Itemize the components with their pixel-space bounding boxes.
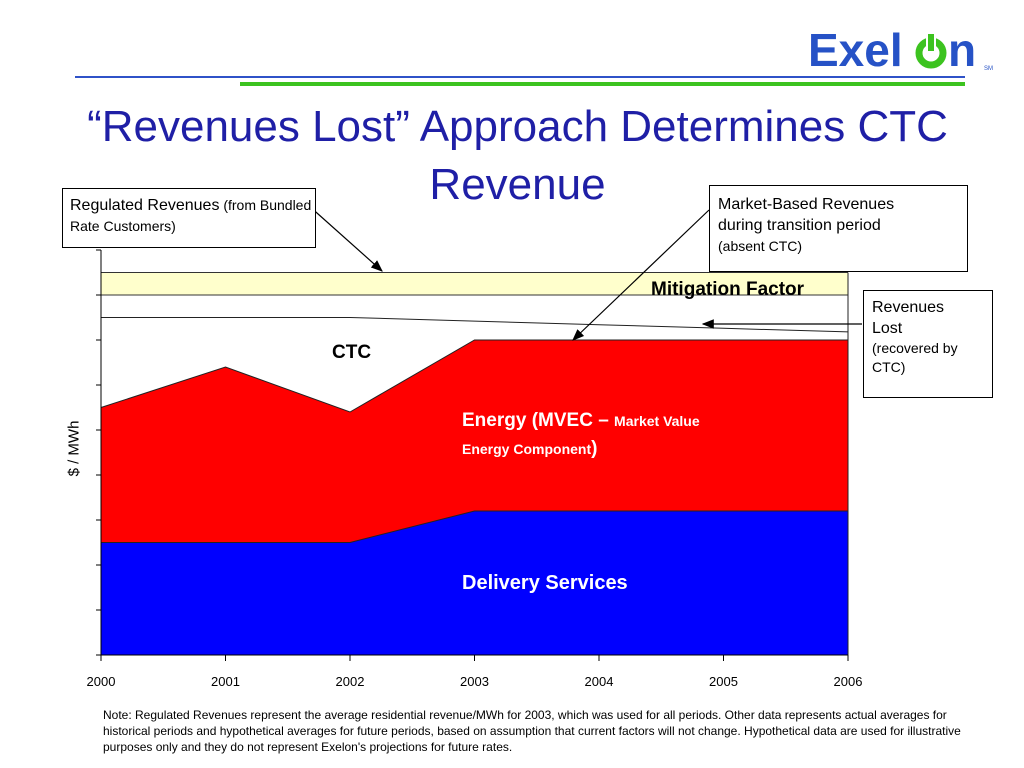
x-tick-label: 2000 bbox=[87, 674, 116, 689]
x-tick-label: 2003 bbox=[460, 674, 489, 689]
callout-market-line3: (absent CTC) bbox=[718, 238, 803, 254]
callout-lost-line2: Lost bbox=[872, 320, 903, 337]
ctc-label: CTC bbox=[332, 342, 372, 363]
energy-label-main: Energy (MVEC – bbox=[462, 410, 615, 431]
service-mark: SM bbox=[984, 66, 993, 72]
slide-title: “Revenues Lost” Approach Determines CTC … bbox=[87, 102, 948, 209]
market-callout-arrow bbox=[572, 209, 710, 341]
callout-market-based-revenues: Market-Based Revenues during transition … bbox=[709, 185, 968, 272]
callout-regulated-main: Regulated Revenues bbox=[70, 197, 220, 214]
mitigation-factor-label: Mitigation Factor bbox=[651, 279, 805, 300]
delivery-series-line bbox=[101, 510, 848, 543]
callout-revenues-lost: Revenues Lost (recovered by CTC) bbox=[863, 290, 993, 398]
x-tick-label: 2002 bbox=[336, 674, 365, 689]
energy-label-sub: Market Value Energy Component bbox=[462, 413, 700, 457]
energy-area bbox=[101, 340, 848, 543]
power-icon bbox=[915, 33, 947, 69]
energy-label-close: ) bbox=[591, 438, 598, 459]
x-tick-label: 2004 bbox=[585, 674, 614, 689]
callout-regulated-sub: (from Bundled Rate Customers) bbox=[70, 197, 312, 234]
market-based-revenues-line bbox=[101, 317, 849, 333]
header-rule-green bbox=[240, 82, 965, 86]
callout-lost-line3: (recovered by CTC) bbox=[872, 340, 958, 375]
header-rule-blue bbox=[75, 76, 965, 78]
x-tick-label: 2005 bbox=[709, 674, 738, 689]
callout-regulated-revenues: Regulated Revenues (from Bundled Rate Cu… bbox=[62, 188, 316, 248]
logo-text: Exel bbox=[808, 24, 903, 76]
y-axis-label: $ / MWh bbox=[65, 420, 83, 477]
delivery-services-area bbox=[101, 511, 848, 655]
exelon-logo: Exel n SM bbox=[808, 24, 993, 76]
x-tick-label: 2006 bbox=[834, 674, 863, 689]
x-tick-label: 2001 bbox=[211, 674, 240, 689]
callout-lost-line1: Revenues bbox=[872, 299, 945, 316]
energy-label: Energy (MVEC – Market Value Energy Compo… bbox=[462, 407, 722, 463]
logo-text-end: n bbox=[948, 24, 976, 76]
delivery-services-label: Delivery Services bbox=[462, 572, 628, 594]
callout-market-line2: during transition period bbox=[718, 217, 881, 234]
mitigation-factor-area bbox=[101, 272, 848, 295]
regulated-callout-arrow bbox=[307, 204, 383, 272]
callout-market-line1: Market-Based Revenues bbox=[718, 196, 895, 213]
footnote: Note: Regulated Revenues represent the a… bbox=[103, 708, 961, 754]
energy-series-line bbox=[100, 339, 848, 413]
